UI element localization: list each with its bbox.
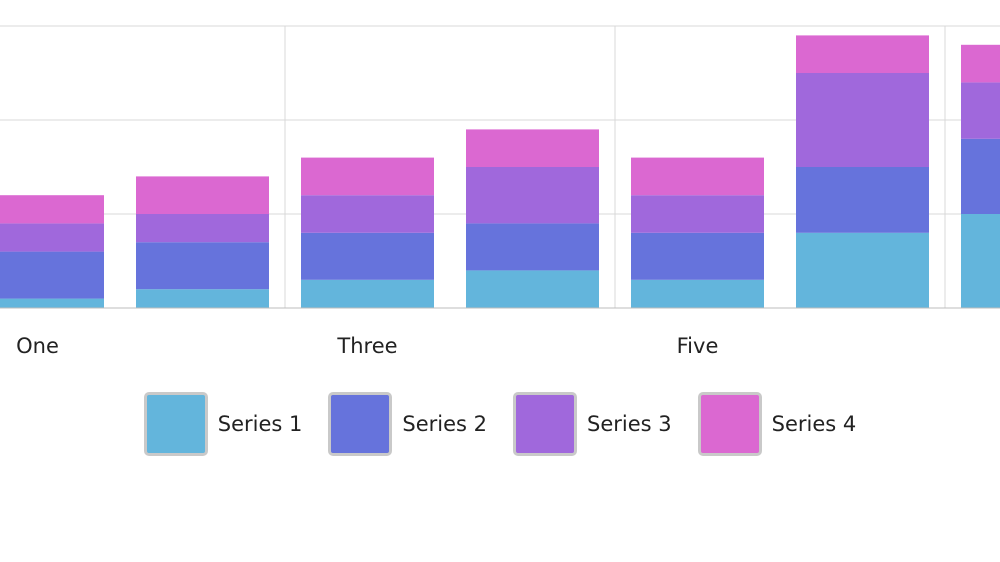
bar-segment-series-4[interactable] [631, 157, 764, 196]
legend-label: Series 1 [217, 412, 303, 436]
legend-label: Series 4 [771, 412, 857, 436]
bar-segment-series-2[interactable] [466, 223, 599, 271]
bar-segment-series-1[interactable] [631, 279, 764, 308]
bar-segment-series-1[interactable] [466, 270, 599, 308]
bar-segment-series-3[interactable] [466, 167, 599, 224]
bar-segment-series-2[interactable] [961, 138, 1000, 214]
legend-label: Series 2 [402, 412, 487, 436]
legend-swatch [513, 392, 577, 456]
bar-segment-series-4[interactable] [0, 195, 104, 224]
bar-segment-series-4[interactable] [796, 35, 929, 73]
bar-segment-series-3[interactable] [0, 223, 104, 252]
legend: Series 1 Series 2 Series 3 Series 4 [0, 392, 1000, 456]
bar-segment-series-4[interactable] [301, 157, 434, 196]
bar-segment-series-1[interactable] [0, 298, 104, 308]
legend-swatch [697, 392, 762, 456]
bar-segment-series-4[interactable] [136, 176, 269, 214]
bar-segment-series-1[interactable] [136, 289, 269, 308]
x-tick-label: One [16, 334, 59, 358]
legend-swatch [328, 392, 393, 456]
bar-segment-series-2[interactable] [631, 232, 764, 280]
bar-stacks [0, 35, 1000, 308]
bar-segment-series-3[interactable] [796, 73, 929, 167]
bar-segment-series-3[interactable] [631, 195, 764, 233]
bar-segment-series-3[interactable] [136, 214, 269, 243]
legend-swatch [143, 392, 208, 456]
bar-segment-series-3[interactable] [301, 195, 434, 233]
bar-segment-series-1[interactable] [961, 214, 1000, 308]
bar-segment-series-2[interactable] [301, 232, 434, 280]
bar-segment-series-2[interactable] [796, 167, 929, 233]
legend-item-series-2[interactable]: Series 2 [328, 392, 487, 456]
legend-item-series-1[interactable]: Series 1 [143, 392, 303, 456]
legend-label: Series 3 [587, 412, 672, 436]
bar-segment-series-4[interactable] [961, 44, 1000, 83]
legend-item-series-3[interactable]: Series 3 [513, 392, 672, 456]
bar-segment-series-1[interactable] [301, 279, 434, 308]
x-tick-label: Five [677, 334, 719, 358]
bar-segment-series-4[interactable] [466, 129, 599, 167]
bar-segment-series-1[interactable] [796, 232, 929, 308]
legend-item-series-4[interactable]: Series 4 [697, 392, 857, 456]
bar-segment-series-2[interactable] [0, 251, 104, 299]
bar-segment-series-2[interactable] [136, 242, 269, 290]
x-tick-label: Three [336, 334, 397, 358]
bar-segment-series-3[interactable] [961, 82, 1000, 139]
